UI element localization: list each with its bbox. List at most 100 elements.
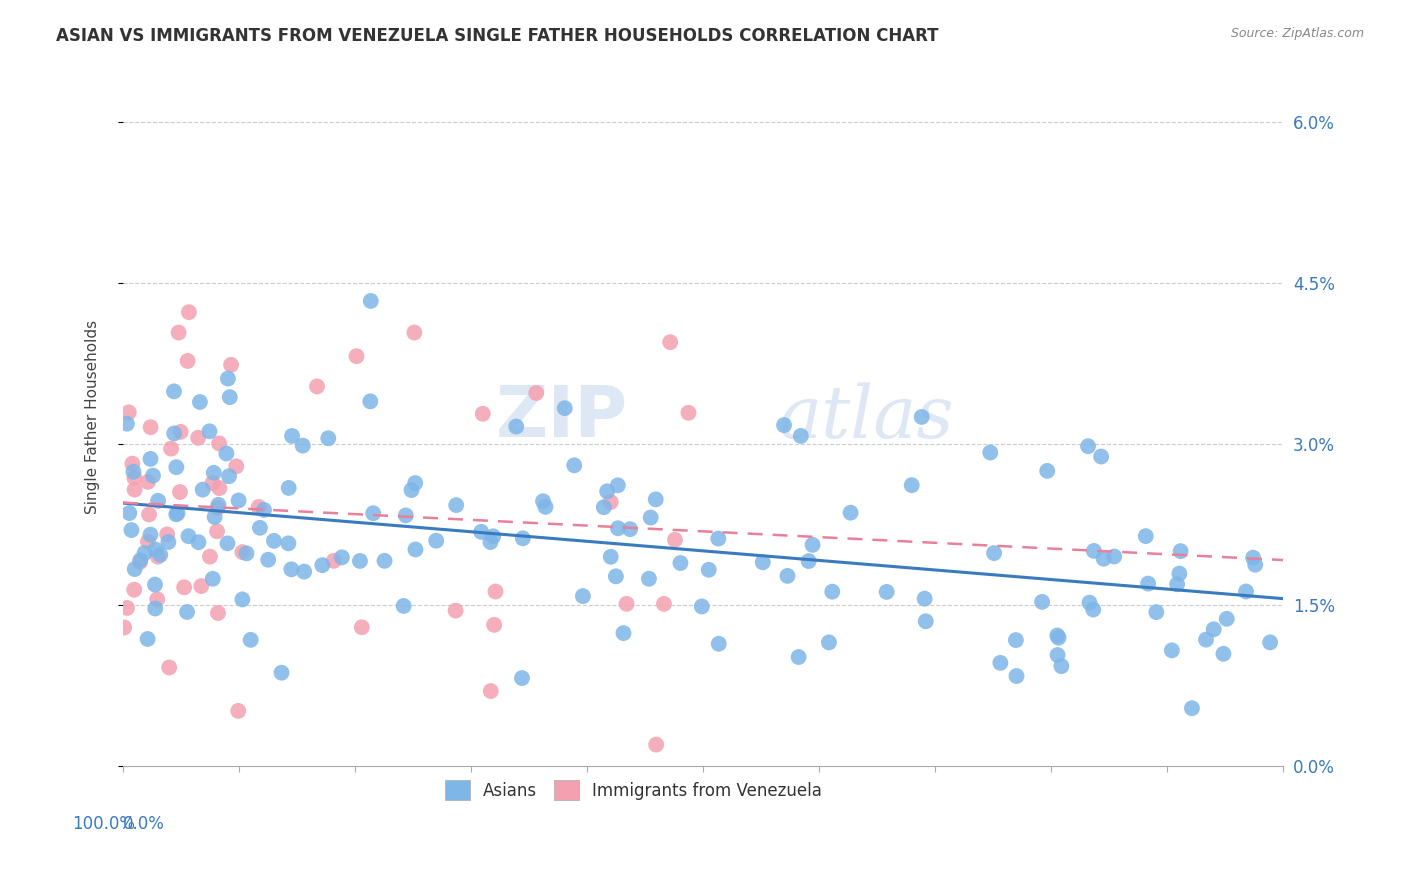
Point	[599, 549, 621, 564]
Point	[280, 562, 302, 576]
Point	[191, 483, 214, 497]
Point	[176, 354, 198, 368]
Point	[190, 579, 212, 593]
Point	[239, 632, 262, 647]
Point	[1078, 596, 1101, 610]
Point	[404, 542, 426, 557]
Point	[118, 506, 141, 520]
Point	[149, 548, 172, 562]
Point	[606, 478, 628, 492]
Point	[169, 485, 191, 500]
Point	[124, 471, 146, 485]
Point	[1077, 439, 1099, 453]
Y-axis label: Single Father Households: Single Father Households	[84, 320, 100, 515]
Point	[202, 466, 225, 480]
Point	[263, 533, 285, 548]
Point	[505, 419, 527, 434]
Point	[482, 529, 505, 543]
Text: Source: ZipAtlas.com: Source: ZipAtlas.com	[1230, 27, 1364, 40]
Point	[790, 429, 813, 443]
Point	[664, 533, 686, 547]
Point	[616, 597, 638, 611]
Point	[1135, 529, 1157, 543]
Point	[177, 305, 200, 319]
Point	[139, 451, 162, 466]
Legend: Asians, Immigrants from Venezuela: Asians, Immigrants from Venezuela	[439, 773, 830, 807]
Point	[1168, 566, 1191, 581]
Point	[425, 533, 447, 548]
Point	[157, 660, 180, 674]
Point	[1234, 584, 1257, 599]
Point	[270, 665, 292, 680]
Point	[773, 418, 796, 433]
Point	[124, 562, 146, 576]
Point	[204, 510, 226, 524]
Point	[818, 635, 841, 649]
Point	[120, 523, 142, 537]
Point	[1050, 659, 1073, 673]
Point	[678, 406, 700, 420]
Point	[330, 550, 353, 565]
Point	[839, 506, 862, 520]
Point	[187, 431, 209, 445]
Point	[562, 458, 585, 473]
Point	[484, 584, 506, 599]
Point	[470, 524, 492, 539]
Point	[291, 439, 314, 453]
Point	[1083, 602, 1105, 616]
Point	[138, 508, 160, 522]
Point	[1170, 544, 1192, 558]
Point	[1047, 631, 1070, 645]
Point	[404, 326, 426, 340]
Point	[316, 431, 339, 445]
Point	[471, 407, 494, 421]
Point	[122, 582, 145, 597]
Point	[163, 384, 186, 399]
Point	[395, 508, 418, 523]
Point	[512, 531, 534, 545]
Point	[167, 326, 190, 340]
Point	[607, 521, 630, 535]
Point	[146, 549, 169, 564]
Point	[876, 585, 898, 599]
Point	[124, 483, 146, 497]
Point	[201, 572, 224, 586]
Point	[1005, 669, 1028, 683]
Point	[217, 371, 239, 385]
Point	[482, 618, 505, 632]
Point	[531, 494, 554, 508]
Point	[173, 580, 195, 594]
Point	[554, 401, 576, 416]
Text: ASIAN VS IMMIGRANTS FROM VENEZUELA SINGLE FATHER HOUSEHOLDS CORRELATION CHART: ASIAN VS IMMIGRANTS FROM VENEZUELA SINGL…	[56, 27, 939, 45]
Point	[122, 465, 145, 479]
Point	[1241, 550, 1264, 565]
Point	[136, 632, 159, 646]
Point	[165, 460, 187, 475]
Point	[1244, 558, 1267, 572]
Point	[201, 475, 224, 490]
Point	[205, 524, 228, 539]
Point	[1046, 648, 1069, 662]
Point	[392, 599, 415, 613]
Point	[207, 606, 229, 620]
Point	[1005, 633, 1028, 648]
Point	[311, 558, 333, 573]
Point	[219, 358, 242, 372]
Point	[638, 572, 661, 586]
Text: 100.0%: 100.0%	[72, 815, 135, 833]
Point	[235, 546, 257, 560]
Point	[1083, 544, 1105, 558]
Point	[146, 592, 169, 607]
Point	[146, 493, 169, 508]
Point	[645, 738, 668, 752]
Point	[1031, 595, 1053, 609]
Point	[983, 546, 1005, 560]
Point	[277, 536, 299, 550]
Point	[139, 420, 162, 434]
Point	[187, 535, 209, 549]
Point	[690, 599, 713, 614]
Text: ZIP: ZIP	[495, 383, 628, 452]
Point	[322, 554, 344, 568]
Text: atlas: atlas	[779, 382, 955, 452]
Point	[157, 535, 180, 549]
